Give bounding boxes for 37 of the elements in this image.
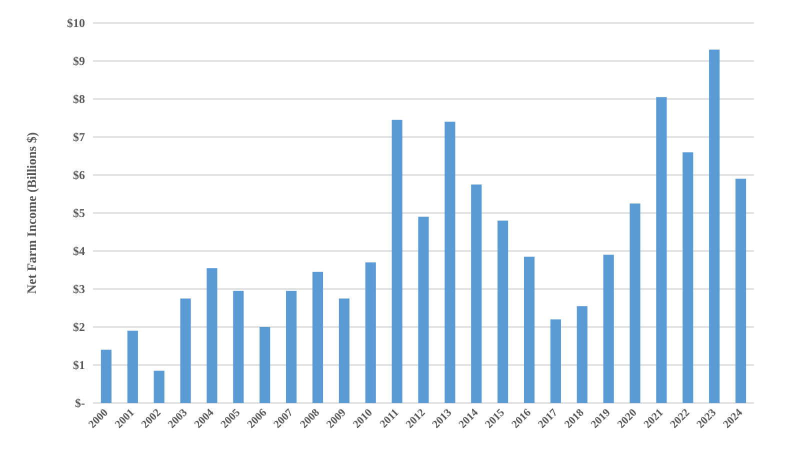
y-tick-label: $5 xyxy=(73,206,85,220)
y-tick-label: $1 xyxy=(73,358,85,372)
y-axis-title: Net Farm Income (Billions $) xyxy=(24,132,39,294)
bar xyxy=(471,184,482,403)
bar xyxy=(180,298,191,403)
y-tick-label: $9 xyxy=(73,54,85,68)
y-tick-label: $4 xyxy=(73,244,85,258)
bar xyxy=(656,97,667,403)
bar xyxy=(524,256,535,403)
y-tick-label: $10 xyxy=(67,16,85,30)
y-tick-label: $3 xyxy=(73,282,85,296)
bar xyxy=(365,262,376,403)
y-tick-label: $2 xyxy=(73,320,85,334)
y-tick-label: $7 xyxy=(73,130,85,144)
bar xyxy=(709,50,720,403)
bar xyxy=(418,216,429,403)
y-tick-label: $8 xyxy=(73,92,85,106)
bar xyxy=(154,370,164,403)
bar xyxy=(576,306,588,403)
y-tick-label: $- xyxy=(75,396,85,410)
bar xyxy=(682,152,694,403)
bar xyxy=(603,254,614,403)
bar xyxy=(127,330,138,403)
bar xyxy=(260,327,270,403)
bar xyxy=(206,268,218,403)
bar xyxy=(498,220,508,403)
bar xyxy=(630,204,640,403)
bar xyxy=(735,178,746,403)
bar xyxy=(100,350,112,403)
bar xyxy=(338,298,350,403)
bar xyxy=(312,272,324,403)
bar xyxy=(392,120,402,403)
bar xyxy=(444,122,456,403)
y-tick-label: $6 xyxy=(73,168,85,182)
bar xyxy=(233,290,244,403)
bar xyxy=(550,319,561,403)
bar xyxy=(286,290,297,403)
